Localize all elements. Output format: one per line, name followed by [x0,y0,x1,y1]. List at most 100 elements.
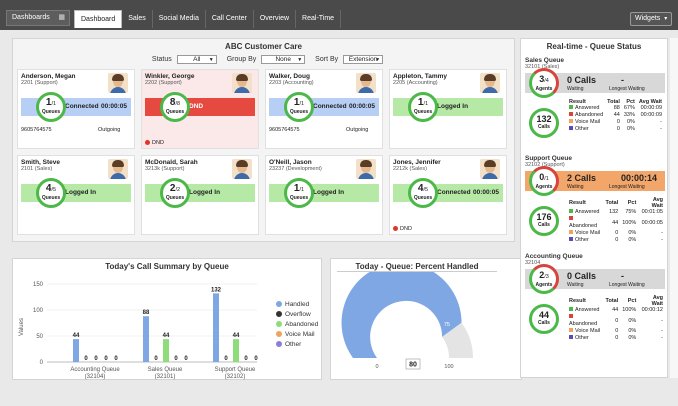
agent-card[interactable]: Smith, Steve 2101 (Sales) Logged In 4/5 Queu… [17,155,135,235]
column-header-pct: Pct [627,298,637,304]
agent-queues-total: 5 [425,187,429,193]
status-select-value: All [193,56,201,63]
agent-extension: 2203 (Accounting) [269,80,314,86]
dnd-label: DND [400,226,412,232]
calls-waiting: 2 Calls [567,173,597,183]
bar [233,339,239,362]
bar-value-label: 132 [211,287,222,293]
group-by-select[interactable]: None ▼ [261,55,306,64]
agent-card[interactable]: Jones, Jennifer 2212k (Sales) Connected 00:… [389,155,507,235]
scrollbar[interactable] [670,38,678,378]
agent-queues-label: Queues [413,195,433,201]
legend-swatch [569,216,573,220]
queue-results-table: Result Total Pct Avg Wait Answered 88 67% 00:00… [567,99,664,133]
agents-label: Agents [535,184,553,190]
avg-wait-cell: 00:00:09 [640,105,663,111]
avg-wait-cell: - [661,335,663,341]
agent-queues-total: 1 [425,101,429,107]
avatar [480,73,500,93]
bar-value-label: 0 [84,356,88,362]
pct-cell: 0% [628,335,637,341]
agent-card[interactable]: Appleton, Tammy 2205 (Accounting) Logged I… [389,69,507,149]
calls-ring: 44 Calls [529,304,559,334]
agent-queues-label: Queues [41,195,61,201]
legend-swatch [569,314,573,318]
bar-value-label: 44 [233,333,240,339]
avatar [232,159,252,179]
result-cell: Answered [567,307,604,314]
agent-card[interactable]: Walker, Doug 2203 (Accounting) Connected 00… [265,69,383,149]
queue-name: Accounting Queue [525,253,583,260]
gauge-value-label: 80 [409,362,417,369]
total-cell: 0 [615,237,619,243]
total-cell: 0 [616,126,620,132]
pct-cell: 0% [626,126,635,132]
longest-waiting-label: Longest Waiting [609,184,645,190]
tab-overview[interactable]: Overview [254,10,297,28]
pct-cell: 100% [622,219,637,226]
tab-real-time[interactable]: Real-Time [296,10,342,28]
avg-wait-cell: 00:01:05 [641,209,663,215]
result-cell: Abandoned [567,216,604,230]
sort-by-select-value: Extension [348,56,378,63]
widgets-button[interactable]: Widgets ▾ [630,12,672,26]
agent-card[interactable]: Winkler, George 2202 (Support) DND 8/8 Queue… [141,69,259,149]
agent-status: DND [189,103,204,110]
legend-label: Overflow [285,311,311,318]
agent-status: Logged In [189,189,221,196]
total-calls: 176 [536,212,552,222]
status-select[interactable]: All ▼ [176,55,217,64]
legend-label: Voice Mail [285,331,315,338]
result-cell: Answered [567,105,605,112]
queue-waiting-strip: 0 Calls Waiting - Longest Waiting [525,269,665,289]
agent-queues-label: Queues [289,195,309,201]
column-header-result: Result [569,99,586,105]
pct-cell: 67% [623,105,635,111]
tab-dashboard[interactable]: Dashboard [74,10,123,28]
queue-name: Support Queue [525,155,572,162]
bar-value-label: 0 [114,356,118,362]
gauge-tick-label: 0 [375,364,378,370]
legend-label: Other [285,341,302,348]
table-row: Other 0 0% - [567,237,665,244]
tab-social-media[interactable]: Social Media [153,10,206,28]
agent-queues-total: 5 [53,187,57,193]
total-cell: 88 [613,105,620,111]
calls-label: Calls [538,124,550,130]
agent-card[interactable]: McDonald, Sarah 3213k (Support) Logged In 2… [141,155,259,235]
agent-call-time: 00:00:05 [100,103,127,110]
filter-bar: Status All ▼ Group By None ▼ Sort By Exten… [13,55,514,64]
legend-swatch [276,301,282,307]
agent-call-direction: Outgoing [98,127,121,133]
sort-by-select[interactable]: Extension ▼ [343,55,384,64]
y-tick-label: 50 [36,334,43,340]
longest-waiting-label: Longest Waiting [609,282,645,288]
chevron-down-icon: ▼ [208,57,214,63]
legend-label: Handled [285,301,310,308]
dashboards-label: Dashboards [12,14,50,21]
customer-care-title: ABC Customer Care [225,42,302,51]
column-header-avg-wait: Avg Wait [651,197,663,209]
column-header-total: Total [607,99,620,105]
agent-queues-ring: 8/8 Queues [160,92,190,122]
queue-waiting-strip: 0 Calls Waiting - Longest Waiting [525,73,665,93]
queue-block: Accounting Queue 32104 0 Calls Waiting - Long… [525,253,665,341]
gauge-tick-label: 50 [410,308,416,314]
avg-wait-cell: - [661,237,663,243]
tab-call-center[interactable]: Call Center [206,10,254,28]
tab-sales[interactable]: Sales [122,10,153,28]
agent-card[interactable]: O'Neill, Jason 23237 (Development) Logged … [265,155,383,235]
agent-extension: 2101 (Sales) [21,166,53,172]
x-tick-label: (32102) [225,374,246,380]
agent-card[interactable]: Anderson, Megan 2201 (Support) Connected 00… [17,69,135,149]
dashboards-menu-button[interactable]: Dashboards ▦ [6,10,70,26]
agents-label: Agents [535,86,553,92]
pct-cell: 0% [628,237,637,243]
table-header-row: Result Total Pct Avg Wait [567,295,665,307]
chevron-down-icon: ▼ [375,57,381,63]
bar-value-label: 44 [163,333,170,339]
agent-status: Connected [437,189,471,196]
agent-queues-count: 8 [169,97,176,108]
agent-extension: 2212k (Sales) [393,166,427,172]
y-axis-label: Values [19,318,25,336]
